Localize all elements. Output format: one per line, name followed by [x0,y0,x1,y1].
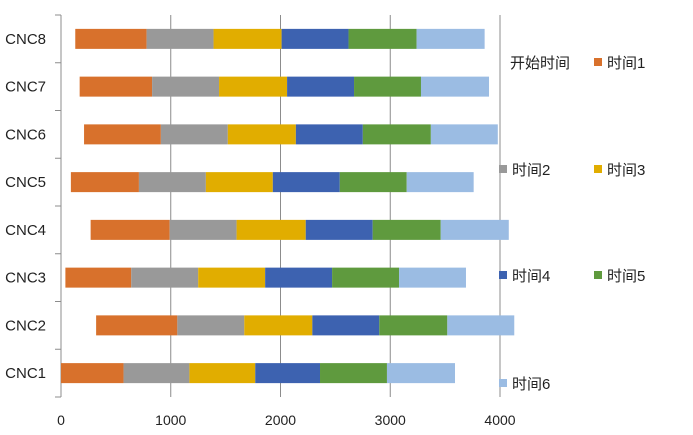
bar-cnc2-series-5 [379,315,448,336]
bar-cnc3-series-5 [332,267,400,288]
y-tick-label: CNC5 [5,174,46,191]
x-tick-label: 2000 [265,412,296,428]
bar-cnc4-series-4 [305,219,373,240]
bar-cnc4-series-2 [169,219,237,240]
bar-cnc6-series-3 [227,124,296,145]
bar-cnc7-series-5 [354,76,421,97]
bar-cnc1-series-3 [189,363,256,384]
bar-cnc5-series-4 [272,172,340,193]
bar-cnc5-series-6 [406,172,474,193]
bar-cnc7-series-3 [219,76,288,97]
legend-label-3: 时间3 [607,162,645,179]
bar-cnc7-series-2 [152,76,220,97]
bar-cnc2-series-2 [177,315,245,336]
legend-label-4: 时间4 [512,268,550,285]
legend-swatch-3 [594,165,602,173]
bar-cnc6-series-2 [160,124,228,145]
bar-cnc1-series-5 [320,363,387,384]
y-tick-label: CNC7 [5,79,46,96]
bar-cnc6-series-5 [362,124,431,145]
bar-cnc2-series-1 [96,315,178,336]
bar-cnc6-series-1 [84,124,161,145]
legend-label-5: 时间5 [607,268,645,285]
bar-cnc1-series-2 [123,363,190,384]
bar-cnc3-series-6 [399,267,466,288]
bar-cnc3-series-4 [265,267,333,288]
y-tick-label: CNC4 [5,222,46,239]
bar-cnc1-series-6 [386,363,456,384]
legend-label-6: 时间6 [512,376,550,393]
bar-cnc4-series-5 [372,219,441,240]
bar-cnc8-series-2 [146,28,214,49]
y-tick-label: CNC8 [5,31,46,48]
legend-label-1: 时间1 [607,55,645,72]
bar-cnc2-series-3 [244,315,313,336]
bar-cnc4-series-3 [236,219,306,240]
bar-cnc4-series-1 [90,219,170,240]
x-tick-label: 4000 [484,412,515,428]
bar-cnc8-series-1 [75,28,147,49]
bar-cnc2-series-4 [312,315,380,336]
bar-cnc5-series-2 [138,172,206,193]
x-axis: 0 1000 2000 3000 4000 [57,412,516,428]
bar-cnc7-series-4 [287,76,355,97]
bar-cnc3-series-3 [198,267,266,288]
legend: 开始时间 时间1 时间2 时间3 时间4 时间5 时间6 [499,55,645,393]
bar-cnc5-series-3 [205,172,273,193]
x-tick-label: 1000 [155,412,186,428]
bar-cnc3-series-1 [65,267,132,288]
y-tick-label: CNC2 [5,317,46,334]
legend-swatch-1 [594,58,602,66]
bar-cnc8-series-5 [348,28,417,49]
legend-swatch-2 [499,165,507,173]
y-tick-label: CNC1 [5,365,46,382]
bar-cnc6-series-4 [295,124,363,145]
legend-label-0: 开始时间 [510,55,570,72]
legend-swatch-5 [594,271,602,279]
bar-cnc8-series-4 [281,28,349,49]
bar-cnc7-series-6 [420,76,490,97]
bar-cnc1-series-1 [61,363,124,384]
y-tick-label: CNC6 [5,126,46,143]
bar-cnc8-series-6 [416,28,485,49]
legend-label-2: 时间2 [512,162,550,179]
bars [61,28,515,384]
bar-cnc5-series-5 [339,172,407,193]
bar-cnc5-series-1 [70,172,139,193]
bar-cnc4-series-6 [440,219,509,240]
y-tick-label: CNC3 [5,270,46,287]
bar-cnc3-series-2 [131,267,199,288]
bar-cnc2-series-6 [447,315,515,336]
x-tick-label: 3000 [375,412,406,428]
legend-swatch-4 [499,271,507,279]
x-tick-label: 0 [57,412,65,428]
y-axis: CNC1 CNC2 CNC3 CNC4 CNC5 CNC6 CNC7 CNC8 [5,31,46,382]
legend-swatch-6 [499,379,507,387]
bar-cnc6-series-6 [430,124,498,145]
gridlines [55,14,501,398]
bar-cnc8-series-3 [213,28,282,49]
bar-cnc1-series-4 [255,363,321,384]
bar-cnc7-series-1 [79,76,153,97]
